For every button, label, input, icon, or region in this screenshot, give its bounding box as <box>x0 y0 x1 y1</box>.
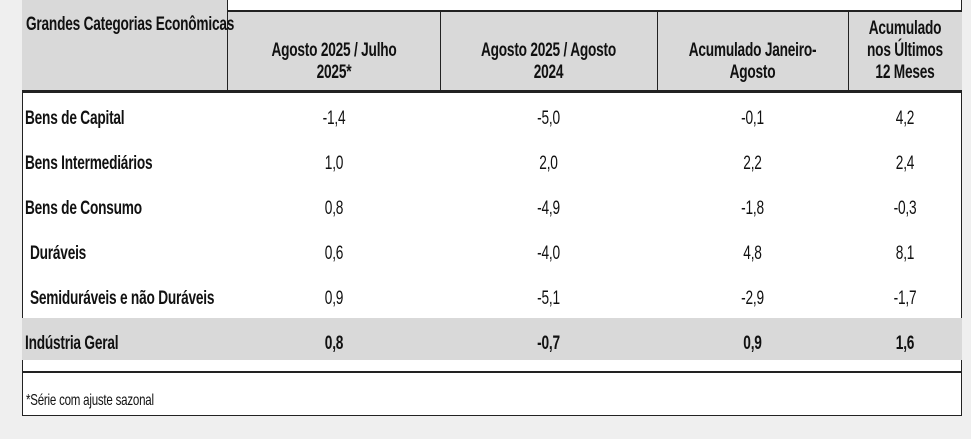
row-label: Indústria Geral <box>25 333 119 354</box>
cell-value: 0,8 <box>324 198 344 219</box>
header-label: Acumulado Janeiro-Agosto <box>688 40 817 83</box>
column-divider <box>848 10 849 92</box>
cell-value: 8,1 <box>895 243 915 264</box>
bottom-rule <box>22 371 962 373</box>
cell-value: -5,1 <box>537 288 560 309</box>
row-label: Bens Intermediários <box>25 153 153 174</box>
cell-value: -4,9 <box>537 198 560 219</box>
footnote: *Série com ajuste sazonal <box>26 392 154 409</box>
row-label: Semiduráveis e não Duráveis <box>30 288 215 309</box>
header-label: Grandes Categorias Econômicas <box>26 14 235 35</box>
cell-value: 0,8 <box>324 333 344 354</box>
cell-value: 2,0 <box>539 153 558 174</box>
cell-value: -0,7 <box>537 333 560 354</box>
cell-value: 1,0 <box>324 153 344 174</box>
cell-value: 0,9 <box>324 288 344 309</box>
header-cell <box>22 0 228 92</box>
row-label: Bens de Capital <box>25 108 125 129</box>
cell-value: -5,0 <box>537 108 560 129</box>
row-label: Bens de Consumo <box>25 198 142 219</box>
column-divider <box>657 10 658 92</box>
cell-value: -0,3 <box>893 198 917 219</box>
header-label: Acumulado nos Últimos 12 Meses <box>867 18 943 83</box>
cell-value: -1,7 <box>893 288 917 309</box>
cell-value: 1,6 <box>895 333 915 354</box>
cell-value: -0,1 <box>741 108 764 129</box>
cell-value: 0,6 <box>324 243 344 264</box>
header-label: Agosto 2025 / Agosto 2024 <box>480 40 617 83</box>
cell-value: 2,4 <box>895 153 915 174</box>
row-label: Duráveis <box>30 243 87 264</box>
cell-value: -1,4 <box>322 108 346 129</box>
header-cell <box>228 10 962 92</box>
total-band <box>22 318 962 360</box>
cell-value: 0,9 <box>743 333 762 354</box>
cell-value: -2,9 <box>741 288 764 309</box>
column-divider <box>440 10 441 92</box>
header-label: Agosto 2025 / Julho 2025* <box>271 40 397 83</box>
cell-value: -1,8 <box>741 198 764 219</box>
cell-value: 4,8 <box>743 243 762 264</box>
cell-value: 4,2 <box>895 108 915 129</box>
cell-value: 2,2 <box>743 153 762 174</box>
cell-value: -4,0 <box>537 243 560 264</box>
header-rule <box>22 90 962 93</box>
